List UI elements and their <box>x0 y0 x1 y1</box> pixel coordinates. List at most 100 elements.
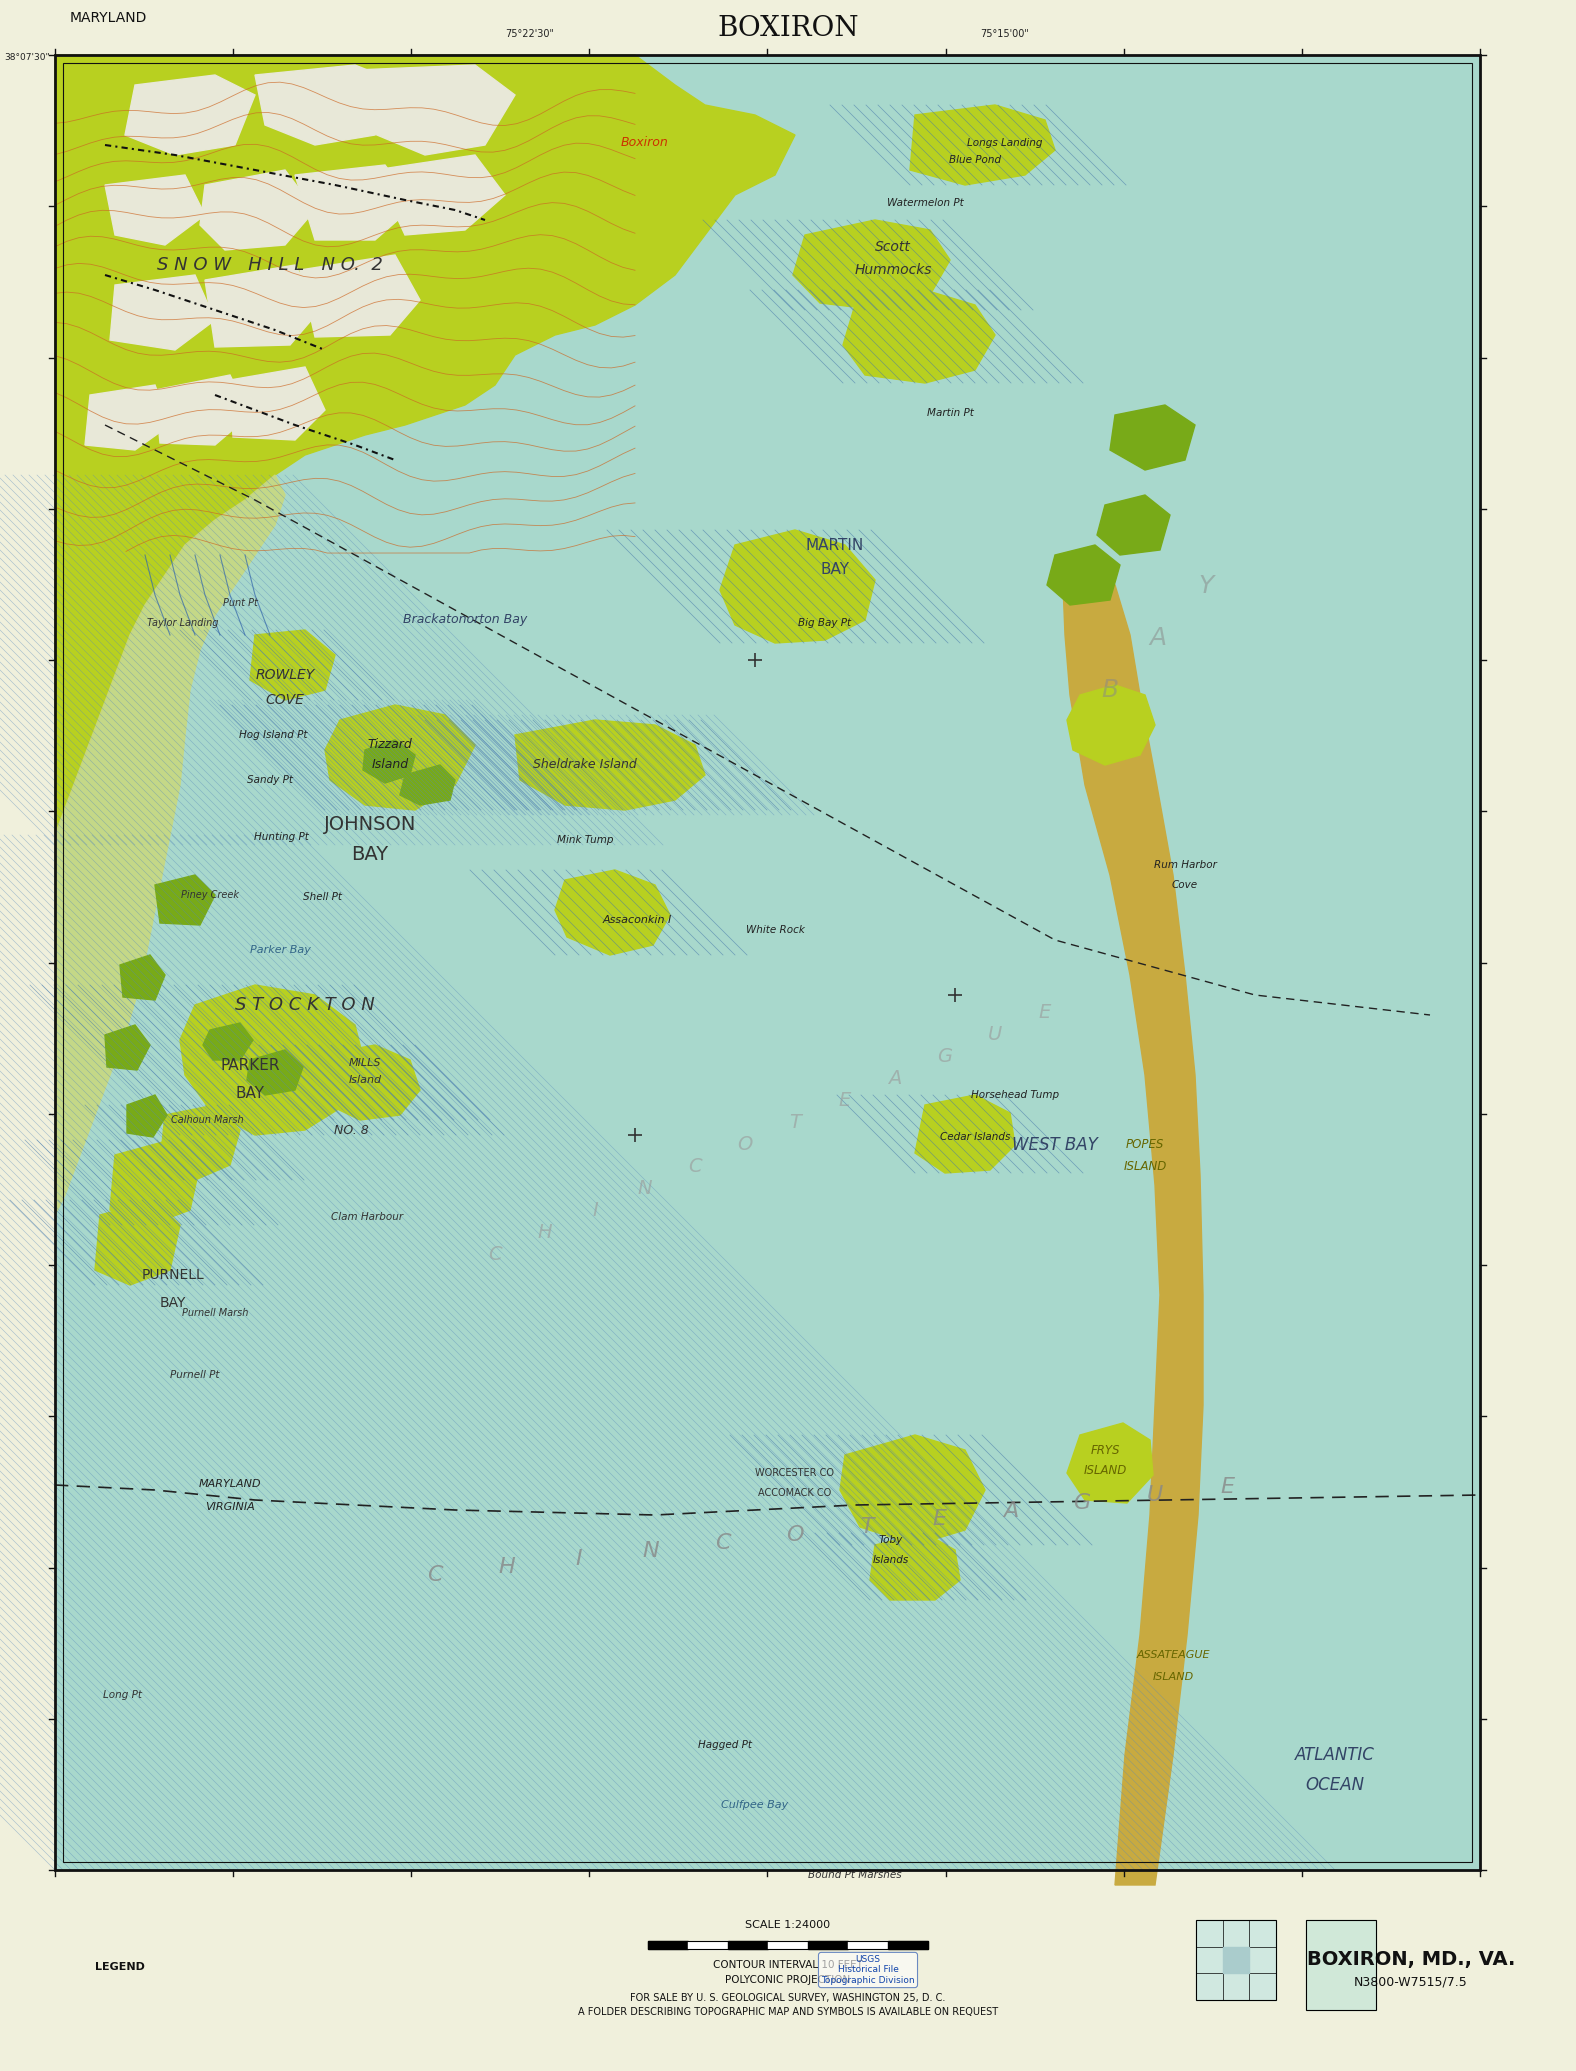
Text: Tizzard: Tizzard <box>367 739 413 752</box>
Bar <box>1223 1947 1250 1974</box>
Polygon shape <box>161 1106 240 1180</box>
Text: Scott: Scott <box>875 240 911 255</box>
Text: Purnell Marsh: Purnell Marsh <box>181 1309 247 1317</box>
Polygon shape <box>154 876 214 926</box>
Text: ROWLEY: ROWLEY <box>255 669 315 681</box>
Text: ACCOMACK CO: ACCOMACK CO <box>758 1487 832 1497</box>
Text: G: G <box>938 1048 952 1067</box>
Text: Martin Pt: Martin Pt <box>927 408 974 418</box>
Text: BAY: BAY <box>235 1085 265 1100</box>
Text: POLYCONIC PROJECTION: POLYCONIC PROJECTION <box>725 1976 851 1984</box>
Text: Cove: Cove <box>1173 880 1198 891</box>
Text: COVE: COVE <box>266 694 304 706</box>
Text: O: O <box>786 1524 804 1545</box>
Text: S T O C K T O N: S T O C K T O N <box>235 996 375 1015</box>
Polygon shape <box>843 290 994 383</box>
Text: Island: Island <box>372 758 408 772</box>
Polygon shape <box>325 704 474 810</box>
Text: I: I <box>575 1549 582 1570</box>
Text: Cedar Islands: Cedar Islands <box>939 1133 1010 1141</box>
Polygon shape <box>95 1199 180 1284</box>
Text: ISLAND: ISLAND <box>1152 1671 1193 1682</box>
Text: A: A <box>889 1069 901 1089</box>
Text: BOXIRON, MD., VA.: BOXIRON, MD., VA. <box>1307 1951 1515 1970</box>
Text: FRYS: FRYS <box>1091 1443 1121 1456</box>
Bar <box>689 1941 728 1949</box>
Text: A: A <box>1149 625 1166 650</box>
Text: O: O <box>738 1135 753 1154</box>
Polygon shape <box>55 474 285 1216</box>
Polygon shape <box>793 220 950 311</box>
Text: Blue Pond: Blue Pond <box>949 155 1001 166</box>
Text: Rum Harbor: Rum Harbor <box>1154 859 1217 870</box>
Text: Mink Tump: Mink Tump <box>556 835 613 845</box>
Text: Piney Creek: Piney Creek <box>181 891 240 901</box>
Text: C: C <box>689 1158 701 1176</box>
Text: FOR SALE BY U. S. GEOLOGICAL SURVEY, WASHINGTON 25, D. C.: FOR SALE BY U. S. GEOLOGICAL SURVEY, WAS… <box>630 1992 946 2003</box>
Text: Longs Landing: Longs Landing <box>968 139 1043 147</box>
Text: Hunting Pt: Hunting Pt <box>254 833 309 843</box>
Polygon shape <box>255 64 405 145</box>
Polygon shape <box>555 870 670 955</box>
Bar <box>1196 1920 1277 2001</box>
Text: E: E <box>1220 1477 1234 1497</box>
Polygon shape <box>106 176 205 244</box>
Bar <box>768 1941 808 1949</box>
Text: Hagged Pt: Hagged Pt <box>698 1740 752 1750</box>
Text: A: A <box>1004 1501 1018 1520</box>
Polygon shape <box>299 255 419 338</box>
Polygon shape <box>1067 1423 1154 1504</box>
Text: C: C <box>489 1245 501 1265</box>
Text: E: E <box>838 1091 851 1110</box>
Polygon shape <box>909 106 1054 184</box>
Text: SCALE 1:24000: SCALE 1:24000 <box>745 1920 831 1930</box>
Text: ATLANTIC: ATLANTIC <box>1295 1746 1374 1764</box>
Text: Big Bay Pt: Big Bay Pt <box>799 617 851 628</box>
Text: Punt Pt: Punt Pt <box>222 599 257 609</box>
Polygon shape <box>120 955 165 1000</box>
Text: Toby: Toby <box>879 1535 903 1545</box>
Polygon shape <box>180 986 366 1135</box>
Polygon shape <box>916 1096 1015 1172</box>
Polygon shape <box>55 56 794 835</box>
Text: Purnell Pt: Purnell Pt <box>170 1371 219 1379</box>
Text: ISLAND: ISLAND <box>1124 1160 1166 1174</box>
Bar <box>887 1941 928 1949</box>
Text: LEGEND: LEGEND <box>95 1961 145 1972</box>
Text: Island: Island <box>348 1075 381 1085</box>
Polygon shape <box>310 1046 419 1120</box>
Polygon shape <box>128 1096 167 1137</box>
Text: MARYLAND: MARYLAND <box>69 10 148 25</box>
Polygon shape <box>230 367 325 439</box>
Text: C: C <box>427 1566 443 1584</box>
Bar <box>728 1941 768 1949</box>
Text: N: N <box>638 1180 652 1199</box>
Text: Boxiron: Boxiron <box>621 137 668 149</box>
Text: OCEAN: OCEAN <box>1305 1777 1365 1793</box>
Bar <box>648 1941 928 1949</box>
Text: VIRGINIA: VIRGINIA <box>205 1501 255 1512</box>
Text: ASSATEAGUE: ASSATEAGUE <box>1136 1651 1210 1661</box>
Polygon shape <box>400 764 455 806</box>
Text: S N O W   H I L L   N O.  2: S N O W H I L L N O. 2 <box>158 257 383 273</box>
Text: Assaconkin I: Assaconkin I <box>602 915 671 926</box>
Polygon shape <box>375 155 504 234</box>
Text: U: U <box>1147 1485 1163 1506</box>
Text: Islands: Islands <box>873 1555 909 1566</box>
Text: Culfpee Bay: Culfpee Bay <box>722 1800 788 1810</box>
Text: T: T <box>860 1516 873 1537</box>
Text: Brackatonorton Bay: Brackatonorton Bay <box>403 613 526 628</box>
Polygon shape <box>85 385 170 449</box>
Text: JOHNSON: JOHNSON <box>323 816 416 835</box>
Polygon shape <box>1097 495 1169 555</box>
Text: Hog Island Pt: Hog Island Pt <box>238 729 307 739</box>
Bar <box>63 62 1472 1862</box>
Text: Taylor Landing: Taylor Landing <box>147 617 219 628</box>
Text: G: G <box>1075 1493 1092 1514</box>
Polygon shape <box>870 1533 960 1601</box>
Text: I: I <box>593 1201 597 1220</box>
Text: Shell Pt: Shell Pt <box>304 893 342 903</box>
Text: MARTIN: MARTIN <box>805 538 864 553</box>
Text: BAY: BAY <box>159 1296 186 1311</box>
Text: Watermelon Pt: Watermelon Pt <box>887 199 963 207</box>
